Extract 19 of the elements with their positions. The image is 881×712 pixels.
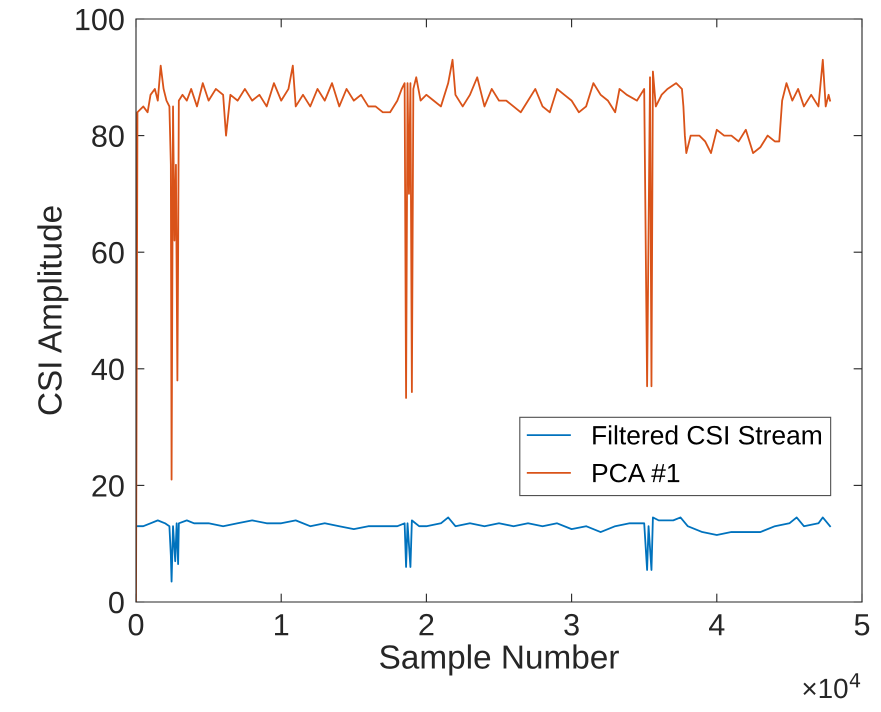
- y-tick-label: 60: [92, 242, 124, 264]
- y-tick-label: 40: [92, 358, 124, 380]
- text: ×10$^{4}$: [803, 673, 860, 698]
- x-tick-label: 4: [709, 614, 724, 636]
- x-axis-title: Sample Number: [380, 644, 619, 676]
- legend-label: Filtered CSI Stream: [593, 425, 822, 445]
- y-tick-label: 80: [92, 125, 124, 147]
- x-tick-label: 1: [275, 614, 288, 636]
- x-tick-label: 5: [854, 614, 870, 636]
- y-tick-label: 100: [76, 8, 124, 30]
- legend-label: PCA #1: [593, 464, 680, 482]
- line-series: [136, 516, 831, 582]
- x-tick-label: 3: [564, 614, 579, 636]
- y-axis-title: CSI Amplitude: [37, 206, 68, 414]
- x-tick-label: 2: [419, 614, 434, 636]
- x-tick-label: 0: [128, 614, 144, 636]
- line-series: [136, 58, 831, 602]
- y-tick-label: 20: [92, 475, 124, 497]
- y-tick-label: 0: [109, 592, 124, 614]
